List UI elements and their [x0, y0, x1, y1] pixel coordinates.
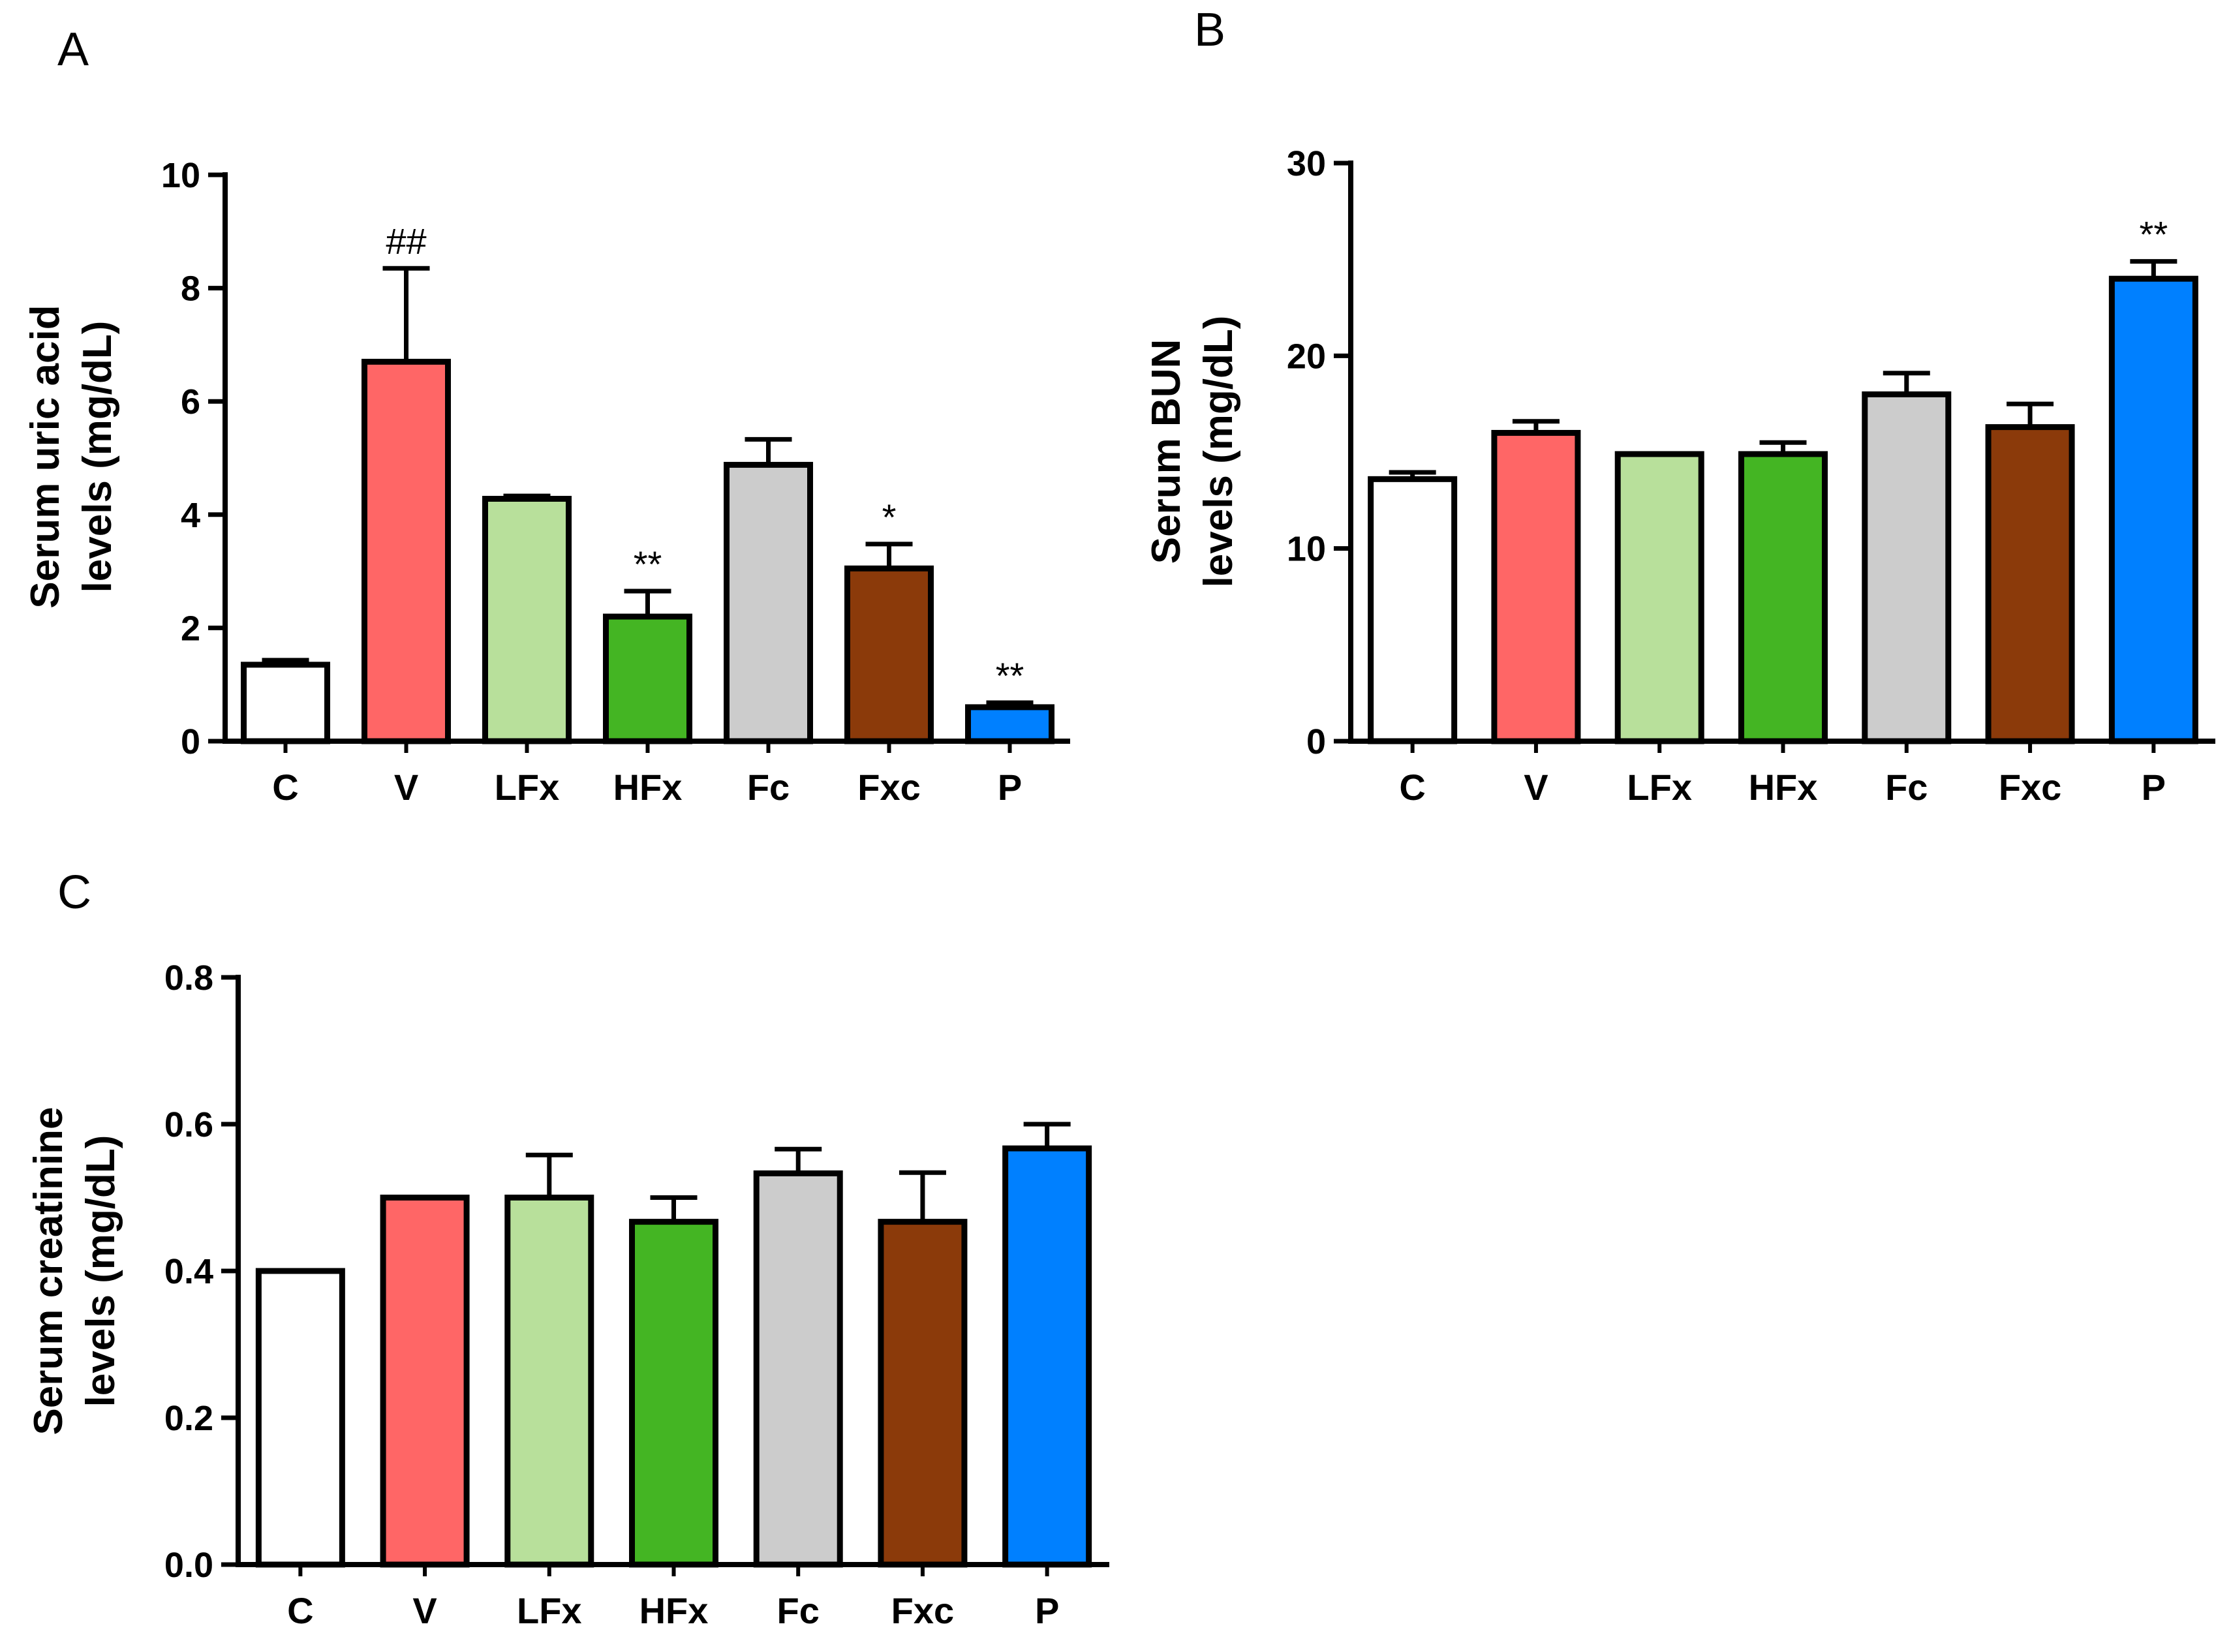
- y-axis-label: levels (mg/dL): [75, 321, 120, 593]
- significance-label: ##: [386, 221, 426, 262]
- y-axis-label: Serum uric acid: [23, 305, 68, 608]
- y-tick-label: 10: [1287, 530, 1326, 569]
- category-label: V: [394, 767, 418, 808]
- bar-p: [965, 704, 1054, 744]
- category-label: P: [2142, 767, 2166, 808]
- category-label: C: [272, 767, 298, 808]
- bar-hfx: [1738, 451, 1828, 744]
- bar-c: [1368, 476, 1458, 744]
- bar-p: [1002, 1145, 1092, 1568]
- category-label: V: [1524, 767, 1548, 808]
- category-label: V: [412, 1590, 437, 1631]
- bar-hfx: [603, 613, 692, 744]
- category-label: C: [287, 1590, 313, 1631]
- significance-label: **: [634, 543, 662, 585]
- y-tick-label: 0.6: [164, 1105, 213, 1144]
- panel-a: A C ## V LFx ** HFx Fc * Fxc ** P 0 2 4 6 8 10 Serum uric…: [23, 23, 1070, 808]
- category-label: Fxc: [857, 767, 921, 808]
- category-label: LFx: [1627, 767, 1692, 808]
- y-tick-label: 4: [181, 496, 200, 535]
- y-tick-label: 0.0: [164, 1546, 213, 1585]
- category-label: P: [1035, 1590, 1059, 1631]
- y-tick-label: 20: [1287, 337, 1326, 376]
- bar-v: [380, 1195, 470, 1568]
- bar-fxc: [844, 565, 934, 744]
- bar-v: [362, 358, 451, 744]
- y-axis-label: levels (mg/dL): [1196, 316, 1241, 588]
- bar-hfx: [629, 1219, 718, 1568]
- y-axis-label: levels (mg/dL): [78, 1135, 123, 1407]
- bar-c: [255, 1268, 345, 1568]
- bar-fxc: [878, 1219, 968, 1568]
- category-label: C: [1399, 767, 1425, 808]
- category-label: Fxc: [891, 1590, 955, 1631]
- category-label: HFx: [639, 1590, 709, 1631]
- bar-lfx: [504, 1195, 594, 1568]
- significance-label: **: [996, 655, 1024, 696]
- bar-fc: [753, 1170, 843, 1568]
- panel-label: C: [57, 866, 91, 919]
- bar-fc: [724, 461, 813, 744]
- panel-label: A: [57, 23, 89, 76]
- y-tick-label: 8: [181, 269, 200, 309]
- category-label: LFx: [517, 1590, 582, 1631]
- y-tick-label: 0.4: [164, 1252, 213, 1291]
- bar-c: [241, 662, 330, 744]
- y-tick-label: 30: [1287, 144, 1326, 183]
- category-label: HFx: [613, 767, 683, 808]
- bar-lfx: [1614, 451, 1704, 744]
- bar-p: [2108, 275, 2198, 744]
- significance-label: *: [882, 497, 897, 538]
- category-label: HFx: [1749, 767, 1818, 808]
- y-tick-label: 10: [161, 156, 200, 195]
- y-tick-label: 2: [181, 609, 200, 648]
- y-axis-label: Serum creatinine: [26, 1107, 71, 1435]
- panel-c: C C V LFx HFx Fc Fxc P 0.0 0.2 0.4 0.6 0.8 Serum cre…: [26, 866, 1109, 1631]
- panel-label: B: [1194, 4, 1225, 56]
- category-label: LFx: [495, 767, 560, 808]
- significance-label: **: [2140, 214, 2168, 255]
- bar-v: [1491, 429, 1581, 744]
- panel-b: B C V LFx HFx Fc Fxc ** P 0 10 20 30 Serum BUN levels…: [1144, 4, 2215, 808]
- category-label: Fc: [747, 767, 790, 808]
- bar-fxc: [1985, 424, 2075, 744]
- category-label: Fc: [1885, 767, 1928, 808]
- y-tick-label: 0: [181, 722, 200, 761]
- category-label: P: [998, 767, 1022, 808]
- y-axis-label: Serum BUN: [1144, 339, 1189, 564]
- y-tick-label: 0.8: [164, 958, 213, 998]
- category-label: Fxc: [1999, 767, 2062, 808]
- y-tick-label: 6: [181, 382, 200, 421]
- y-tick-label: 0: [1306, 722, 1326, 761]
- category-label: Fc: [777, 1590, 820, 1631]
- bar-lfx: [482, 495, 572, 744]
- bar-fc: [1862, 391, 1952, 744]
- y-tick-label: 0.2: [164, 1399, 213, 1438]
